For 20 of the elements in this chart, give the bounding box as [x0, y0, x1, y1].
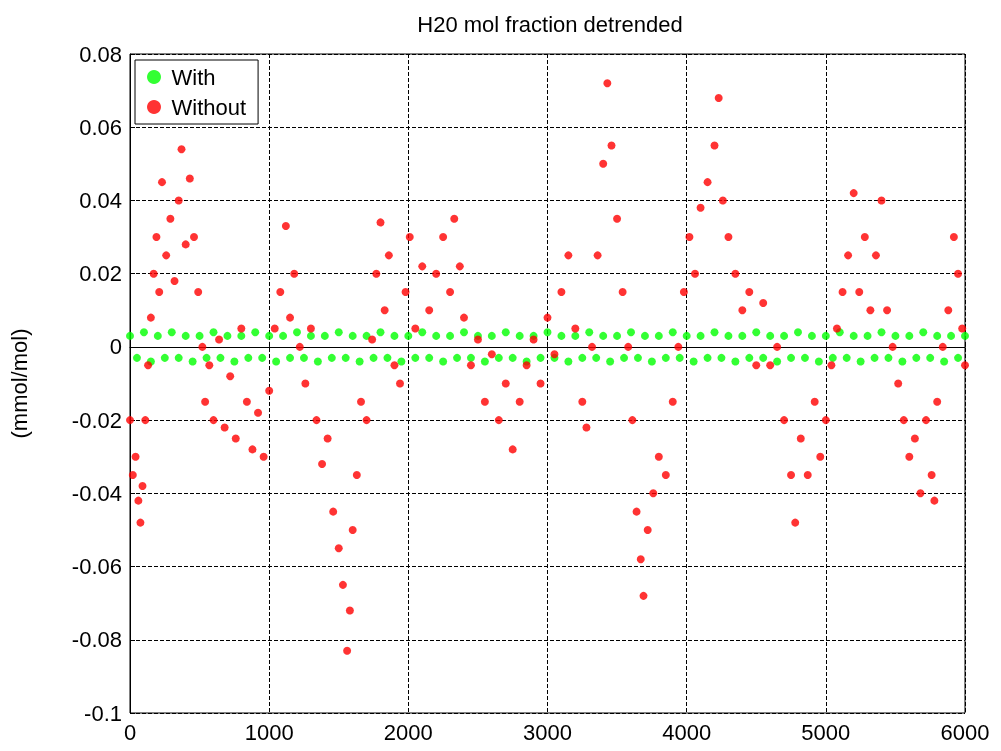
y-tick-label: 0.04	[79, 187, 122, 213]
y-tick-label: -0.04	[71, 480, 122, 506]
x-tick-label: 3000	[523, 719, 572, 745]
y-tick-label: 0	[109, 334, 122, 360]
y-tick-label: -0.1	[84, 700, 122, 726]
y-axis-title: (mmol/mol)	[6, 328, 32, 439]
y-tick-label: 0.02	[79, 261, 122, 287]
x-tick-label: 6000	[940, 719, 990, 745]
chart-title: H20 mol fraction detrended	[417, 11, 683, 37]
y-tick-label: 0.08	[79, 41, 122, 67]
y-tick-label: -0.08	[71, 627, 122, 653]
y-tick-label: -0.02	[71, 407, 122, 433]
x-tick-label: 5000	[801, 719, 851, 745]
y-tick-label: -0.06	[71, 554, 122, 580]
legend-label: Without	[171, 94, 247, 120]
y-tick-label: 0.06	[79, 114, 122, 140]
legend-label: With	[171, 64, 216, 90]
x-tick-label: 1000	[244, 719, 294, 745]
x-tick-label: 4000	[662, 719, 712, 745]
x-tick-label: 2000	[383, 719, 433, 745]
